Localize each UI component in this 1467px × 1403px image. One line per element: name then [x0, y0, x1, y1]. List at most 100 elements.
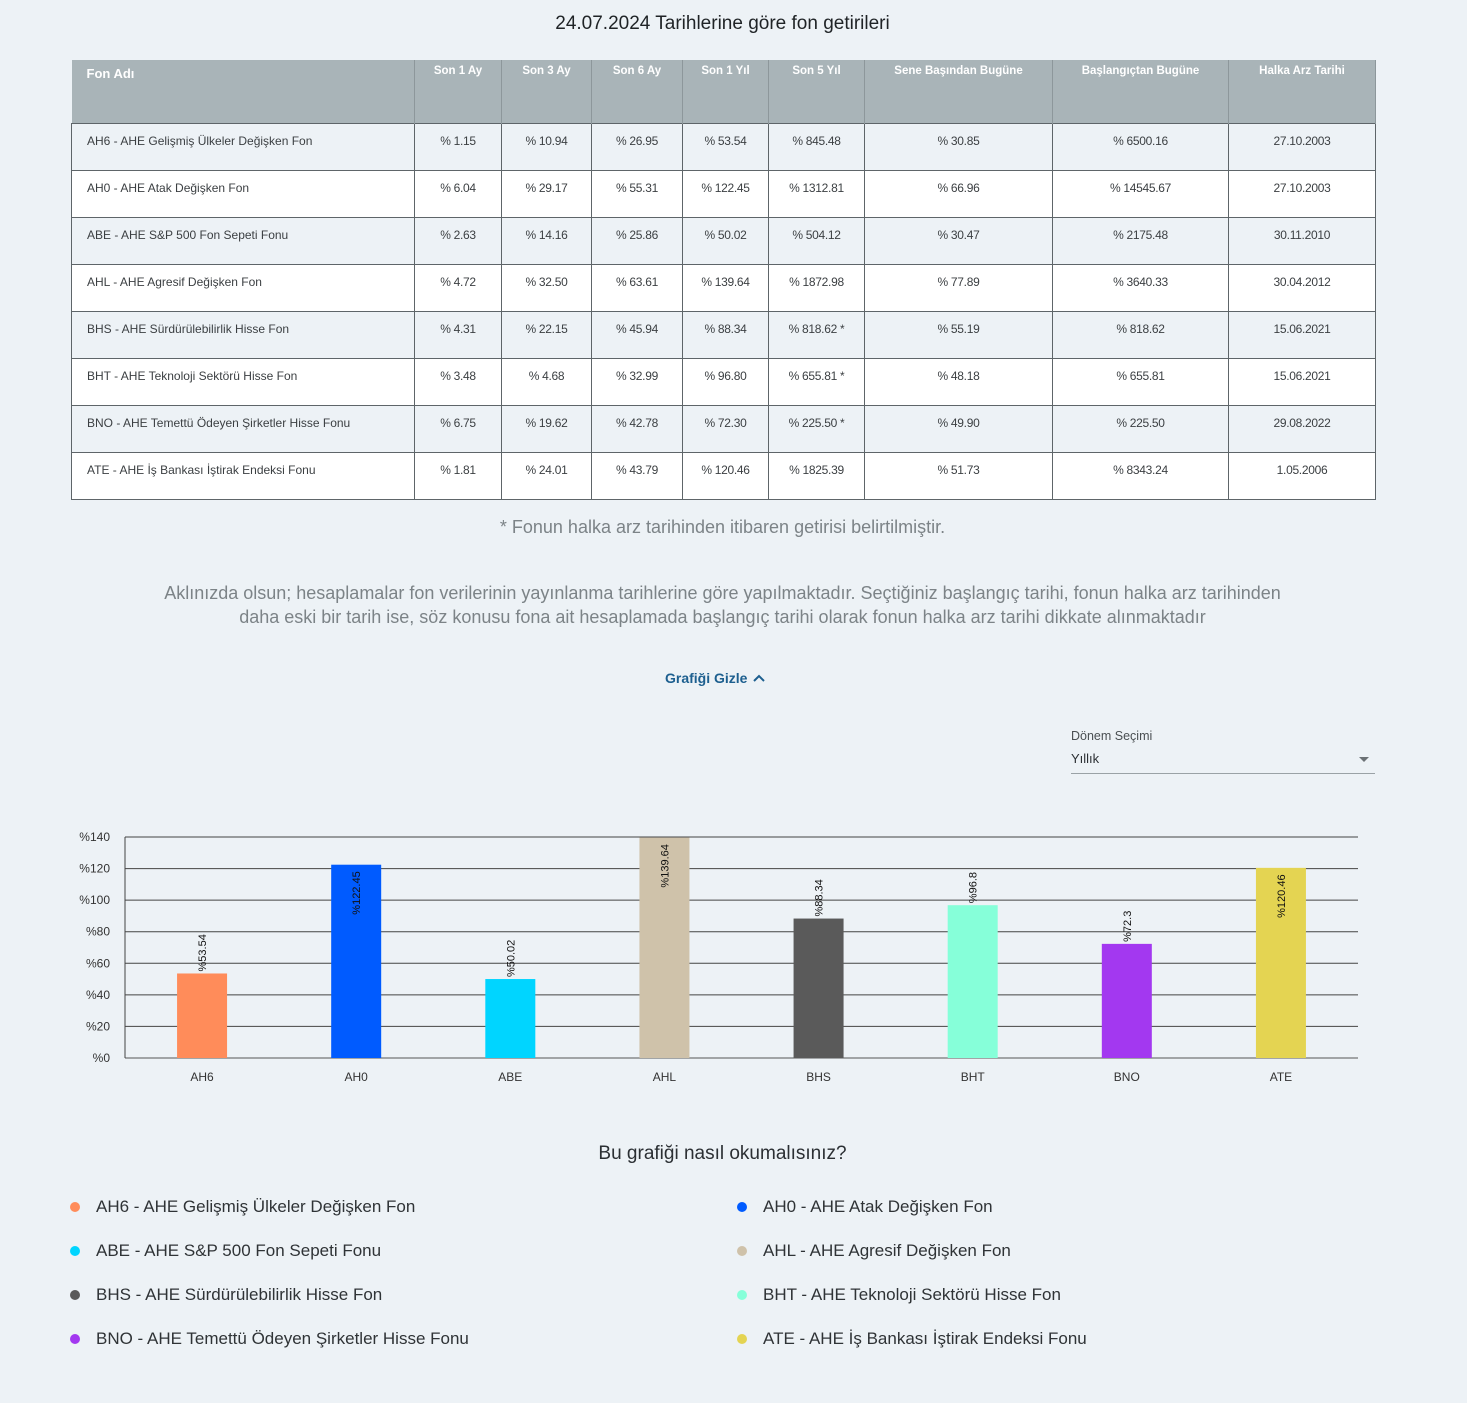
period-value: Yıllık [1071, 751, 1100, 766]
bar-value-label: %88.34 [814, 879, 826, 916]
bar-ah6[interactable] [177, 973, 228, 1058]
legend-dot-icon [737, 1334, 747, 1344]
fund-name-cell: ABE - AHE S&P 500 Fon Sepeti Fonu [71, 217, 415, 265]
table-cell: % 66.96 [864, 170, 1053, 218]
table-cell: % 45.94 [591, 311, 683, 359]
table-row: AH0 - AHE Atak Değişken Fon% 6.04% 29.17… [71, 170, 1376, 218]
bar-ah0[interactable] [331, 864, 382, 1058]
period-dropdown[interactable]: Yıllık [1071, 751, 1375, 774]
table-cell: 1.05.2006 [1228, 452, 1376, 500]
table-cell: % 43.79 [591, 452, 683, 500]
table-cell: % 2175.48 [1052, 217, 1229, 265]
table-row: BNO - AHE Temettü Ödeyen Şirketler Hisse… [71, 405, 1376, 453]
table-cell: % 6500.16 [1052, 123, 1229, 171]
legend-dot-icon [70, 1202, 80, 1212]
table-cell: % 4.31 [414, 311, 502, 359]
table-cell: % 14.16 [501, 217, 592, 265]
x-tick-label: ATE [1270, 1070, 1292, 1084]
legend-item: AHL - AHE Agresif Değişken Fon [737, 1241, 1404, 1261]
hide-chart-label: Grafiği Gizle [665, 670, 748, 686]
legend-dot-icon [70, 1290, 80, 1300]
table-cell: % 139.64 [682, 264, 769, 312]
table-row: ATE - AHE İş Bankası İştirak Endeksi Fon… [71, 452, 1376, 500]
table-cell: % 818.62 [1052, 311, 1229, 359]
table-cell: % 14545.67 [1052, 170, 1229, 218]
column-header: Son 5 Yıl [768, 60, 865, 124]
period-label: Dönem Seçimi [1071, 729, 1153, 743]
returns-bar-chart: %0 %20 %40 %60 %80 %100 %120 %140 %53.54 AH6 %122.… [79, 830, 1358, 1084]
table-cell: % 55.31 [591, 170, 683, 218]
fund-returns-table: Fon Adı Son 1 Ay Son 3 Ay Son 6 Ay Son 1 Yıl… [71, 60, 1376, 500]
hide-chart-toggle[interactable]: Grafiği Gizle [665, 670, 766, 686]
table-cell: % 818.62 * [768, 311, 865, 359]
column-header: Son 3 Ay [501, 60, 592, 124]
bar-bno[interactable] [1101, 943, 1152, 1058]
bar-abe[interactable] [485, 979, 536, 1058]
table-cell: 29.08.2022 [1228, 405, 1376, 453]
table-cell: % 32.50 [501, 264, 592, 312]
column-header: Sene Başından Bugüne [864, 60, 1053, 124]
legend-dot-icon [70, 1334, 80, 1344]
table-cell: % 6.75 [414, 405, 502, 453]
legend-label: ATE - AHE İş Bankası İştirak Endeksi Fon… [763, 1329, 1087, 1348]
x-tick-label: AHL [653, 1070, 677, 1084]
table-cell: 30.04.2012 [1228, 264, 1376, 312]
table-cell: % 845.48 [768, 123, 865, 171]
fund-name-cell: ATE - AHE İş Bankası İştirak Endeksi Fon… [71, 452, 415, 500]
table-cell: % 25.86 [591, 217, 683, 265]
legend-item: AH6 - AHE Gelişmiş Ülkeler Değişken Fon [70, 1197, 737, 1217]
table-cell: % 32.99 [591, 358, 683, 406]
bar-value-label: %139.64 [659, 844, 671, 887]
y-tick-label: %100 [79, 893, 110, 907]
bar-value-label: %96.8 [968, 872, 980, 903]
table-cell: % 96.80 [682, 358, 769, 406]
bar-bht[interactable] [947, 905, 998, 1058]
calculation-notice: Aklınızda olsun; hesaplamalar fon verile… [80, 581, 1365, 629]
bar-ahl[interactable] [639, 837, 690, 1058]
column-header: Son 1 Ay [414, 60, 502, 124]
table-cell: % 122.45 [682, 170, 769, 218]
table-row: BHT - AHE Teknoloji Sektörü Hisse Fon% 3… [71, 358, 1376, 406]
table-cell: % 504.12 [768, 217, 865, 265]
fund-name-cell: AH6 - AHE Gelişmiş Ülkeler Değişken Fon [71, 123, 415, 171]
x-tick-label: AH6 [190, 1070, 214, 1084]
legend-item: BHT - AHE Teknoloji Sektörü Hisse Fon [737, 1285, 1404, 1305]
table-cell: % 1.81 [414, 452, 502, 500]
chevron-up-icon [753, 674, 766, 682]
legend-label: AH6 - AHE Gelişmiş Ülkeler Değişken Fon [96, 1197, 416, 1216]
table-cell: % 120.46 [682, 452, 769, 500]
x-tick-label: BNO [1114, 1070, 1140, 1084]
table-cell: % 49.90 [864, 405, 1053, 453]
page-title: 24.07.2024 Tarihlerine göre fon getirile… [555, 13, 890, 34]
table-cell: % 10.94 [501, 123, 592, 171]
table-cell: % 72.30 [682, 405, 769, 453]
y-tick-label: %20 [86, 1019, 110, 1033]
fund-name-cell: AH0 - AHE Atak Değişken Fon [71, 170, 415, 218]
table-row: ABE - AHE S&P 500 Fon Sepeti Fonu% 2.63%… [71, 217, 1376, 265]
table-cell: % 63.61 [591, 264, 683, 312]
table-cell: % 26.95 [591, 123, 683, 171]
bar-ate[interactable] [1255, 867, 1306, 1058]
fund-name-cell: BNO - AHE Temettü Ödeyen Şirketler Hisse… [71, 405, 415, 453]
notice-line-2: daha eski bir tarih ise, söz konusu fona… [239, 607, 1206, 627]
column-header: Son 1 Yıl [682, 60, 769, 124]
footnote: * Fonun halka arz tarihinden itibaren ge… [499, 517, 946, 537]
table-cell: % 6.04 [414, 170, 502, 218]
table-cell: 27.10.2003 [1228, 170, 1376, 218]
table-row: BHS - AHE Sürdürülebilirlik Hisse Fon% 4… [71, 311, 1376, 359]
table-cell: % 8343.24 [1052, 452, 1229, 500]
column-header: Başlangıçtan Bugüne [1052, 60, 1229, 124]
table-cell: % 1.15 [414, 123, 502, 171]
column-header: Halka Arz Tarihi [1228, 60, 1376, 124]
y-tick-label: %80 [86, 925, 110, 939]
table-cell: % 55.19 [864, 311, 1053, 359]
table-cell: % 225.50 * [768, 405, 865, 453]
table-cell: % 50.02 [682, 217, 769, 265]
bar-bhs[interactable] [793, 918, 844, 1058]
x-tick-label: BHS [806, 1070, 831, 1084]
y-tick-label: %0 [93, 1051, 111, 1065]
table-cell: % 2.63 [414, 217, 502, 265]
chart-legend: AH6 - AHE Gelişmiş Ülkeler Değişken Fon A… [70, 1197, 1410, 1349]
table-cell: % 29.17 [501, 170, 592, 218]
table-header-row: Fon Adı Son 1 Ay Son 3 Ay Son 6 Ay Son 1 Yıl… [71, 60, 1376, 124]
